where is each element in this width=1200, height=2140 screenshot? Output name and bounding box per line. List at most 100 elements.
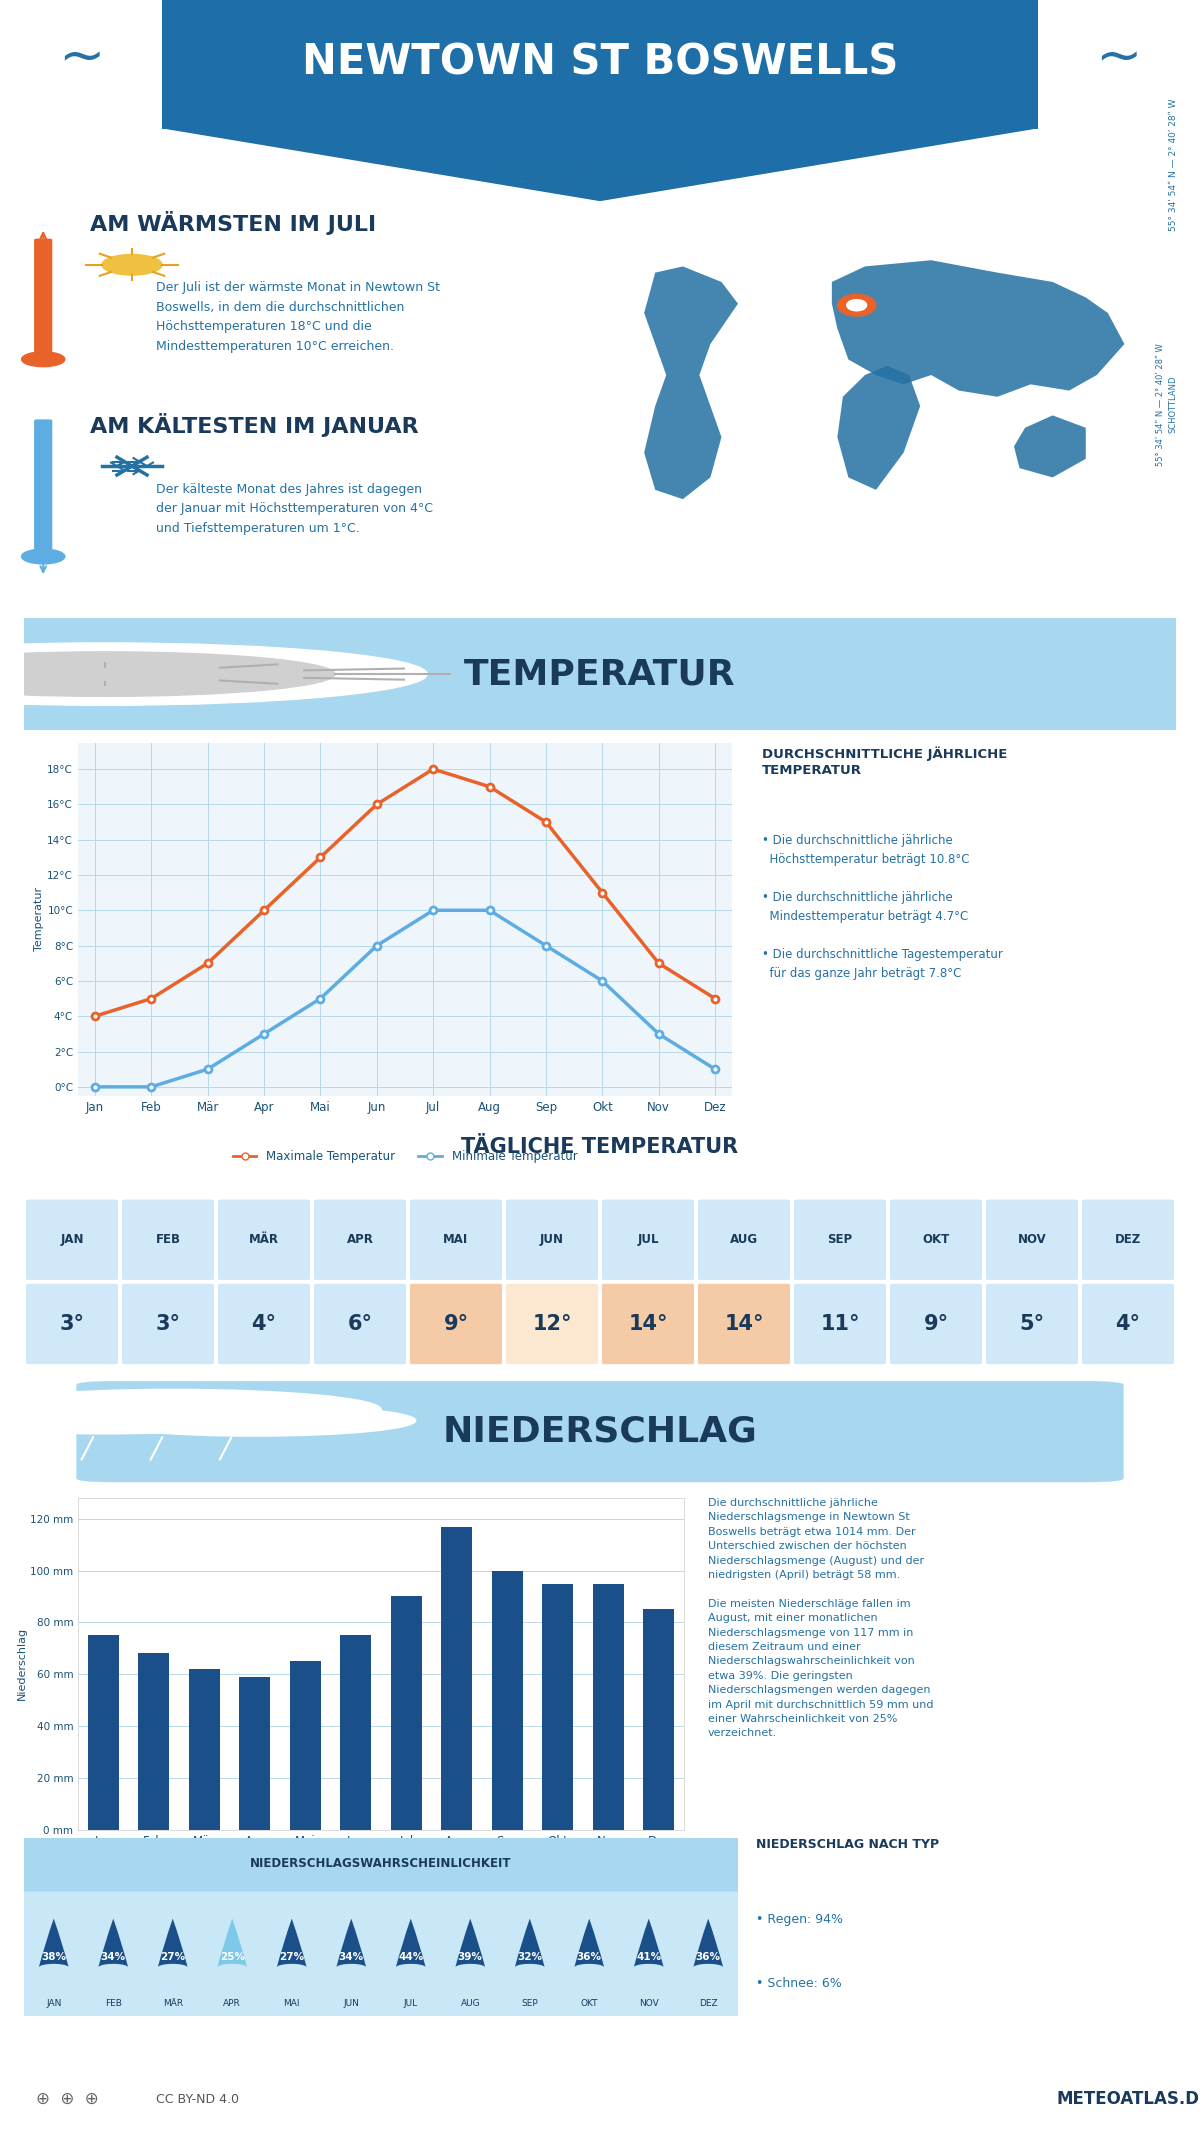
Text: 36%: 36%: [696, 1952, 721, 1962]
Text: • Regen: 94%: • Regen: 94%: [756, 1913, 842, 1926]
Text: 12°: 12°: [533, 1314, 571, 1333]
Text: JAN: JAN: [46, 1999, 61, 2007]
Circle shape: [94, 1406, 415, 1436]
Polygon shape: [162, 128, 1038, 201]
Text: MAI: MAI: [443, 1233, 469, 1245]
Text: JUL: JUL: [637, 1233, 659, 1245]
Legend: Maximale Temperatur, Minimale Temperatur: Maximale Temperatur, Minimale Temperatur: [228, 1145, 582, 1168]
Text: JAN: JAN: [60, 1233, 84, 1245]
PathPatch shape: [217, 1920, 247, 1967]
Text: Der kälteste Monat des Jahres ist dagegen
der Januar mit Höchsttemperaturen von : Der kälteste Monat des Jahres ist dagege…: [156, 482, 433, 535]
PathPatch shape: [455, 1920, 485, 1967]
FancyBboxPatch shape: [505, 1282, 599, 1365]
Text: 38%: 38%: [41, 1952, 66, 1962]
Text: 34%: 34%: [101, 1952, 126, 1962]
Text: TEMPERATUR: TEMPERATUR: [464, 657, 736, 691]
PathPatch shape: [396, 1920, 426, 1967]
Bar: [442, 1526, 473, 1830]
FancyBboxPatch shape: [409, 1198, 503, 1282]
Circle shape: [847, 300, 866, 310]
Text: ⊕  ⊕  ⊕: ⊕ ⊕ ⊕: [36, 2091, 98, 2108]
Text: 41%: 41%: [636, 1952, 661, 1962]
Circle shape: [0, 642, 427, 706]
Circle shape: [22, 550, 65, 563]
Circle shape: [0, 653, 335, 696]
Text: FEB: FEB: [104, 1999, 121, 2007]
Text: 3°: 3°: [156, 1314, 180, 1333]
Legend: Niederschlagssumme: Niederschlagssumme: [296, 1868, 466, 1890]
Text: MAI: MAI: [283, 1999, 300, 2007]
Text: 14°: 14°: [629, 1314, 667, 1333]
Text: 27%: 27%: [280, 1952, 305, 1962]
Text: 39%: 39%: [458, 1952, 482, 1962]
FancyBboxPatch shape: [409, 1282, 503, 1365]
FancyBboxPatch shape: [601, 1282, 695, 1365]
Text: Der Juli ist der wärmste Monat in Newtown St
Boswells, in dem die durchschnittli: Der Juli ist der wärmste Monat in Newtow…: [156, 280, 440, 353]
PathPatch shape: [575, 1920, 605, 1967]
PathPatch shape: [38, 1920, 68, 1967]
FancyBboxPatch shape: [217, 1282, 311, 1365]
Text: AM KÄLTESTEN IM JANUAR: AM KÄLTESTEN IM JANUAR: [90, 413, 419, 437]
Text: FEB: FEB: [156, 1233, 180, 1245]
Text: NEWTOWN ST BOSWELLS: NEWTOWN ST BOSWELLS: [302, 41, 898, 83]
Polygon shape: [1014, 415, 1086, 477]
Text: SEP: SEP: [828, 1233, 852, 1245]
FancyBboxPatch shape: [25, 1282, 119, 1365]
Text: MÄR: MÄR: [163, 1999, 182, 2007]
FancyBboxPatch shape: [35, 419, 52, 554]
Circle shape: [22, 351, 65, 366]
Text: 9°: 9°: [444, 1314, 468, 1333]
PathPatch shape: [694, 1920, 724, 1967]
Text: CC BY-ND 4.0: CC BY-ND 4.0: [156, 2093, 239, 2106]
Text: 3°: 3°: [60, 1314, 84, 1333]
Text: 9°: 9°: [924, 1314, 948, 1333]
Text: Die durchschnittliche jährliche
Niederschlagsmenge in Newtown St
Boswells beträg: Die durchschnittliche jährliche Niedersc…: [708, 1498, 934, 1738]
Y-axis label: Niederschlag: Niederschlag: [17, 1626, 28, 1701]
FancyBboxPatch shape: [601, 1198, 695, 1282]
Bar: [188, 1669, 220, 1830]
Text: APR: APR: [223, 1999, 241, 2007]
Circle shape: [838, 295, 876, 317]
Text: MÄR: MÄR: [250, 1233, 278, 1245]
Text: ~: ~: [1096, 32, 1141, 86]
Text: AM WÄRMSTEN IM JULI: AM WÄRMSTEN IM JULI: [90, 212, 376, 235]
Circle shape: [102, 255, 162, 276]
FancyBboxPatch shape: [505, 1198, 599, 1282]
Text: 25%: 25%: [220, 1952, 245, 1962]
Text: 55° 34ʹ 54ʺ N — 2° 40ʹ 28ʺ W: 55° 34ʹ 54ʺ N — 2° 40ʹ 28ʺ W: [1169, 98, 1178, 231]
FancyBboxPatch shape: [889, 1282, 983, 1365]
PathPatch shape: [515, 1920, 545, 1967]
FancyBboxPatch shape: [121, 1198, 215, 1282]
Text: 44%: 44%: [398, 1952, 424, 1962]
FancyBboxPatch shape: [77, 1380, 1123, 1483]
PathPatch shape: [336, 1920, 366, 1967]
FancyBboxPatch shape: [0, 614, 1200, 734]
FancyBboxPatch shape: [889, 1198, 983, 1282]
FancyBboxPatch shape: [217, 1198, 311, 1282]
FancyBboxPatch shape: [1081, 1282, 1175, 1365]
Text: OKT: OKT: [923, 1233, 949, 1245]
Y-axis label: Temperatur: Temperatur: [35, 888, 44, 950]
Text: 5°: 5°: [1020, 1314, 1044, 1333]
Text: NOV: NOV: [1018, 1233, 1046, 1245]
FancyBboxPatch shape: [10, 1834, 752, 1892]
Text: JUN: JUN: [540, 1233, 564, 1245]
FancyBboxPatch shape: [793, 1198, 887, 1282]
Text: AUG: AUG: [730, 1233, 758, 1245]
Text: 27%: 27%: [160, 1952, 185, 1962]
FancyBboxPatch shape: [697, 1198, 791, 1282]
Text: 32%: 32%: [517, 1952, 542, 1962]
Polygon shape: [838, 366, 920, 490]
Text: NIEDERSCHLAG: NIEDERSCHLAG: [443, 1415, 757, 1449]
FancyBboxPatch shape: [985, 1198, 1079, 1282]
FancyBboxPatch shape: [35, 240, 52, 355]
Text: 55° 34ʹ 54ʺ N — 2° 40ʹ 28ʺ W
SCHOTTLAND: 55° 34ʹ 54ʺ N — 2° 40ʹ 28ʺ W SCHOTTLAND: [1156, 342, 1177, 467]
Bar: [88, 1635, 119, 1830]
Text: 11°: 11°: [821, 1314, 859, 1333]
Bar: [138, 1654, 169, 1830]
Bar: [542, 1584, 574, 1830]
Text: NIEDERSCHLAGSWAHRSCHEINLICHKEIT: NIEDERSCHLAGSWAHRSCHEINLICHKEIT: [251, 1858, 511, 1870]
Text: OKT: OKT: [581, 1999, 598, 2007]
FancyBboxPatch shape: [793, 1282, 887, 1365]
FancyBboxPatch shape: [985, 1282, 1079, 1365]
